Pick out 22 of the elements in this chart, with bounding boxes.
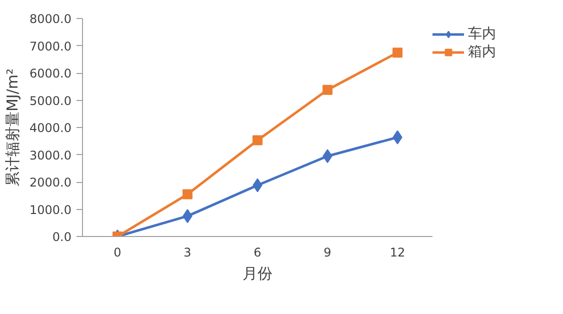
y-tick-label: 1000.0	[30, 202, 72, 217]
y-tick-label: 4000.0	[30, 121, 72, 135]
point	[392, 48, 402, 58]
y-axis-title: 累计辐射量MJ/m²	[4, 68, 22, 187]
x-tick-label: 9	[324, 246, 332, 260]
x-axis-title: 月份	[242, 264, 272, 282]
x-tick-label: 0	[114, 246, 122, 260]
point	[322, 84, 332, 95]
x-tick-label: 6	[254, 246, 262, 260]
y-tick-label: 5000.0	[30, 94, 72, 108]
point	[252, 135, 262, 146]
y-tick-label: 7000.0	[30, 39, 72, 54]
x-tick-label: 12	[390, 246, 406, 260]
y-tick-label: 2000.0	[30, 176, 72, 190]
y-tick-label: 3000.0	[30, 148, 72, 162]
legend-label: 箱内	[468, 43, 496, 61]
y-tick-label: 6000.0	[30, 66, 72, 80]
y-tick-label: 0.0	[52, 230, 72, 244]
legend-label: 车内	[468, 25, 496, 43]
point	[182, 189, 192, 200]
y-tick-label: 8000.0	[30, 12, 72, 26]
x-tick-label: 3	[184, 246, 192, 260]
